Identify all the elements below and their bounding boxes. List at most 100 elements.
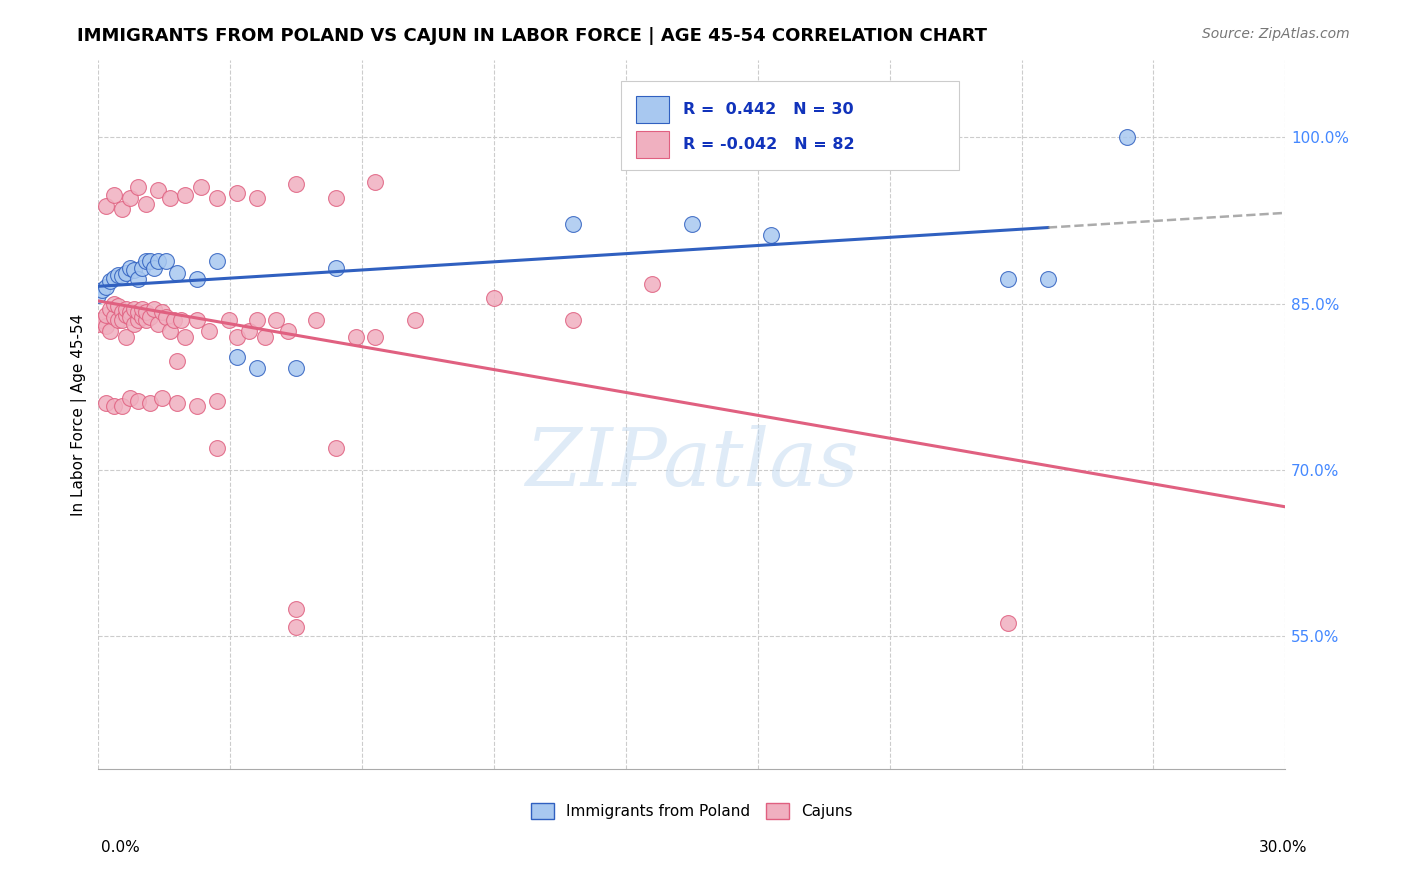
Text: Source: ZipAtlas.com: Source: ZipAtlas.com [1202, 27, 1350, 41]
Point [127, 313, 149, 327]
Point [118, 310, 141, 324]
Point [253, 330, 276, 344]
Point [166, 266, 188, 280]
Point [325, 441, 347, 455]
Point [159, 324, 181, 338]
Point [190, 180, 212, 194]
Text: R =  0.442   N = 30: R = 0.442 N = 30 [683, 102, 853, 117]
Point [285, 177, 308, 191]
Point [277, 324, 299, 338]
Point [150, 305, 173, 319]
Point [107, 299, 129, 313]
Point [205, 441, 228, 455]
Point [146, 184, 169, 198]
Point [118, 305, 141, 319]
Point [96, 396, 118, 410]
Point [118, 191, 141, 205]
Point [103, 296, 125, 310]
Point [404, 313, 426, 327]
Point [122, 317, 145, 331]
Point [146, 317, 169, 331]
Point [111, 313, 134, 327]
Point [98, 324, 121, 338]
Point [364, 330, 387, 344]
Point [205, 254, 228, 268]
Point [166, 354, 188, 368]
Y-axis label: In Labor Force | Age 45-54: In Labor Force | Age 45-54 [72, 313, 87, 516]
Point [198, 324, 221, 338]
Point [103, 310, 125, 324]
Point [103, 399, 125, 413]
Point [285, 360, 308, 375]
Point [225, 350, 247, 364]
Point [186, 399, 208, 413]
Point [96, 280, 118, 294]
Point [91, 283, 114, 297]
Text: IMMIGRANTS FROM POLAND VS CAJUN IN LABOR FORCE | AGE 45-54 CORRELATION CHART: IMMIGRANTS FROM POLAND VS CAJUN IN LABOR… [77, 27, 987, 45]
Point [111, 268, 134, 283]
Point [997, 615, 1019, 630]
Point [246, 313, 269, 327]
Point [146, 254, 169, 268]
Point [118, 391, 141, 405]
Point [759, 227, 782, 242]
Point [225, 330, 247, 344]
Point [205, 191, 228, 205]
Point [238, 324, 260, 338]
Point [166, 396, 188, 410]
Point [111, 399, 134, 413]
Point [681, 217, 703, 231]
Point [91, 313, 114, 327]
Point [174, 330, 197, 344]
Point [266, 313, 288, 327]
Point [139, 254, 162, 268]
Point [159, 191, 181, 205]
Point [246, 360, 269, 375]
Point [122, 263, 145, 277]
Point [96, 318, 118, 333]
Point [170, 313, 193, 327]
Point [305, 313, 328, 327]
Point [96, 308, 118, 322]
Point [98, 274, 121, 288]
Point [162, 313, 184, 327]
Point [641, 277, 664, 291]
Point [344, 330, 367, 344]
Point [127, 180, 149, 194]
Legend: Immigrants from Poland, Cajuns: Immigrants from Poland, Cajuns [524, 797, 859, 825]
Point [364, 175, 387, 189]
Point [142, 261, 165, 276]
Bar [636, 95, 669, 123]
Point [1036, 272, 1059, 286]
Text: 0.0%: 0.0% [101, 840, 141, 855]
Point [218, 313, 240, 327]
Point [135, 313, 157, 327]
Point [115, 266, 138, 280]
Point [107, 268, 129, 282]
Point [87, 317, 110, 331]
Point [135, 305, 157, 319]
Bar [636, 131, 669, 158]
Point [150, 391, 173, 405]
Point [111, 202, 134, 217]
Point [103, 187, 125, 202]
Point [186, 272, 208, 286]
Point [174, 187, 197, 202]
Point [482, 291, 505, 305]
Point [115, 302, 138, 317]
Point [142, 302, 165, 317]
Point [115, 308, 138, 322]
Point [205, 394, 228, 409]
Point [155, 310, 177, 324]
Point [103, 271, 125, 285]
Point [98, 302, 121, 317]
Point [111, 305, 134, 319]
Point [87, 287, 110, 301]
Point [131, 310, 153, 324]
Point [246, 191, 269, 205]
Point [127, 394, 149, 409]
Point [135, 254, 157, 268]
Point [225, 186, 247, 200]
Point [562, 217, 585, 231]
Point [285, 620, 308, 634]
